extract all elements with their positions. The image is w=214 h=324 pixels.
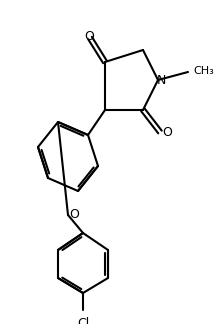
- Text: O: O: [69, 207, 79, 221]
- Text: O: O: [84, 29, 94, 42]
- Text: N: N: [156, 74, 166, 87]
- Text: O: O: [162, 125, 172, 138]
- Text: CH₃: CH₃: [193, 66, 214, 76]
- Text: Cl: Cl: [77, 317, 89, 324]
